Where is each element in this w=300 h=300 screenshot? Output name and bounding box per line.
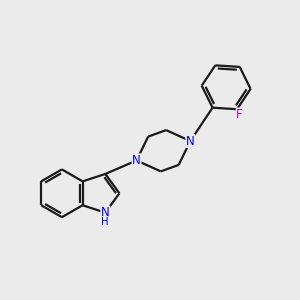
Text: N: N <box>132 154 141 167</box>
Text: N: N <box>186 134 195 148</box>
Text: H: H <box>101 217 108 226</box>
Text: F: F <box>236 108 243 121</box>
Text: N: N <box>101 206 110 219</box>
